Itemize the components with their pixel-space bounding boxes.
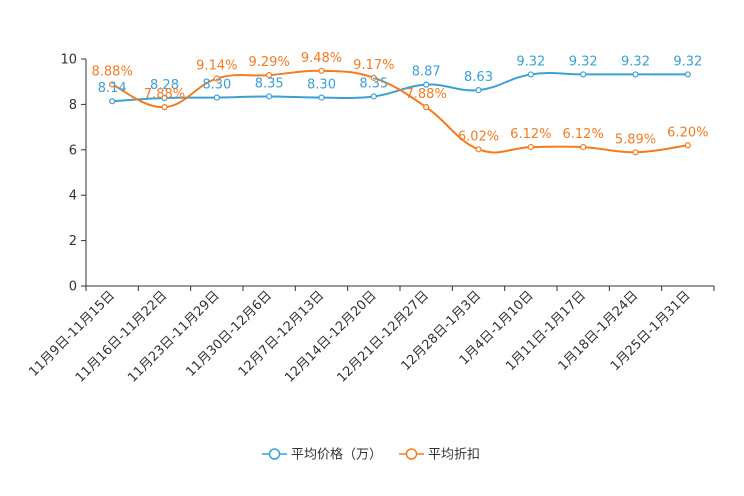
y-tick-label: 4 [69,189,77,204]
series-line-1 [112,72,688,103]
data-point[interactable] [161,104,168,111]
legend-item-2[interactable]: 平均折扣 [399,448,480,463]
data-label: 5.89% [615,132,656,147]
data-label: 8.35 [359,76,388,91]
data-label: 6.02% [458,129,499,144]
data-point[interactable] [109,81,116,88]
x-tick-label: 12月21日-12月27日 [335,288,432,385]
y-tick-label: 0 [69,280,77,295]
x-tick-label: 11月23日-11月29日 [125,288,222,385]
x-tick-label: 11月16日-11月22日 [73,288,170,385]
data-point[interactable] [370,74,377,81]
y-tick-label: 8 [69,98,77,113]
data-label: 9.32 [569,54,598,69]
data-point[interactable] [318,67,325,74]
chart-legend[interactable]: 平均价格（万） 平均折扣 [262,447,480,463]
data-label: 6.12% [510,127,551,142]
x-tick-label: 11月9日-11月15日 [26,288,118,380]
legend-label: 平均价格（万） [291,447,382,463]
data-point[interactable] [213,94,220,101]
data-point[interactable] [632,71,639,78]
data-label: 8.14 [98,81,127,96]
legend-label: 平均折扣 [428,448,480,463]
x-tick-label: 12月14日-12月20日 [282,288,379,385]
y-tick-label: 2 [69,234,77,249]
data-point[interactable] [370,93,377,100]
data-point[interactable] [632,149,639,156]
data-point[interactable] [475,146,482,153]
data-label: 8.87 [412,65,441,80]
data-label: 9.14% [196,59,237,74]
data-label: 8.63 [464,70,493,85]
data-label: 6.12% [563,127,604,142]
chart-axes: 0 2 4 6 8 10 11月9日-11月15日11月16日-11月22日11月23日-1… [26,53,715,386]
data-point[interactable] [684,142,691,149]
legend-marker-icon [268,448,281,460]
data-label: 9.32 [673,54,702,69]
data-point[interactable] [213,75,220,82]
data-point[interactable] [161,94,168,102]
data-label: 9.48% [301,51,342,66]
data-label: 9.32 [621,54,650,69]
data-label: 7.88% [144,87,185,102]
y-tick-label: 6 [69,143,77,158]
data-point[interactable] [266,93,273,100]
data-point[interactable] [684,71,691,78]
data-label: 8.35 [255,76,284,91]
data-label: 6.20% [667,125,708,140]
data-point[interactable] [423,81,430,88]
data-point[interactable] [423,104,430,111]
data-point[interactable] [580,143,587,151]
data-label: 9.32 [516,54,545,69]
data-point[interactable] [580,71,587,78]
data-label: 8.28 [150,78,179,93]
chart-series [109,67,691,156]
data-label: 8.88% [92,64,133,79]
chart-data-labels: 8.14 8.28 8.30 8.35 8.30 8.35 8.87 8.63 9.32 9.32… [92,51,709,147]
legend-item-1[interactable]: 平均价格（万） [262,447,382,463]
y-tick-label: 10 [60,53,77,68]
data-point[interactable] [527,71,534,78]
data-label: 9.29% [249,55,290,70]
data-label: 8.30 [307,78,336,93]
data-label: 8.30 [202,78,231,93]
data-label: 9.17% [353,58,394,73]
data-point[interactable] [475,86,482,94]
data-point[interactable] [527,143,534,151]
data-point[interactable] [109,98,116,105]
data-point[interactable] [318,94,325,101]
legend-marker-icon [405,448,418,460]
data-label: 7.88% [406,87,447,102]
data-point[interactable] [266,72,273,79]
